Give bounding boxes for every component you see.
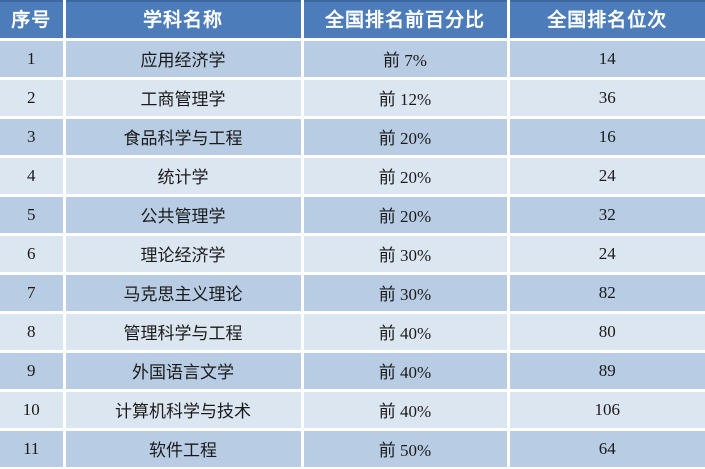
cell-percent: 前 30% — [302, 273, 510, 314]
cell-percent: 前 20% — [302, 195, 510, 236]
cell-subject-name: 软件工程 — [64, 429, 304, 469]
cell-rank: 16 — [508, 117, 705, 158]
cell-subject-name: 外国语言文学 — [64, 351, 304, 392]
cell-percent: 前 40% — [302, 390, 510, 431]
cell-subject-name: 管理科学与工程 — [64, 312, 304, 353]
cell-percent: 前 20% — [302, 117, 510, 158]
cell-percent: 前 40% — [302, 312, 510, 353]
cell-index: 2 — [0, 78, 66, 119]
cell-rank: 80 — [508, 312, 705, 353]
table-row: 9 外国语言文学 前 40% 89 — [0, 351, 705, 392]
cell-subject-name: 理论经济学 — [64, 234, 304, 275]
cell-percent: 前 7% — [302, 39, 510, 80]
cell-subject-name: 应用经济学 — [64, 39, 304, 80]
cell-index: 11 — [0, 429, 66, 469]
cell-subject-name: 马克思主义理论 — [64, 273, 304, 314]
cell-index: 1 — [0, 39, 66, 80]
table-row: 10 计算机科学与技术 前 40% 106 — [0, 390, 705, 431]
cell-rank: 24 — [508, 234, 705, 275]
table-row: 3 食品科学与工程 前 20% 16 — [0, 117, 705, 158]
table-row: 2 工商管理学 前 12% 36 — [0, 78, 705, 119]
cell-subject-name: 食品科学与工程 — [64, 117, 304, 158]
column-header-rank: 全国排名位次 — [508, 0, 705, 41]
cell-rank: 36 — [508, 78, 705, 119]
column-header-name: 学科名称 — [64, 0, 304, 41]
column-header-percent: 全国排名前百分比 — [302, 0, 510, 41]
cell-rank: 82 — [508, 273, 705, 314]
table-row: 4 统计学 前 20% 24 — [0, 156, 705, 197]
cell-subject-name: 统计学 — [64, 156, 304, 197]
cell-percent: 前 20% — [302, 156, 510, 197]
cell-index: 9 — [0, 351, 66, 392]
cell-rank: 24 — [508, 156, 705, 197]
cell-subject-name: 计算机科学与技术 — [64, 390, 304, 431]
table-row: 7 马克思主义理论 前 30% 82 — [0, 273, 705, 314]
cell-rank: 106 — [508, 390, 705, 431]
cell-index: 4 — [0, 156, 66, 197]
cell-rank: 32 — [508, 195, 705, 236]
cell-index: 10 — [0, 390, 66, 431]
cell-index: 8 — [0, 312, 66, 353]
cell-percent: 前 30% — [302, 234, 510, 275]
cell-percent: 前 50% — [302, 429, 510, 469]
cell-subject-name: 工商管理学 — [64, 78, 304, 119]
table-row: 5 公共管理学 前 20% 32 — [0, 195, 705, 236]
cell-rank: 14 — [508, 39, 705, 80]
column-header-index: 序号 — [0, 0, 66, 41]
cell-subject-name: 公共管理学 — [64, 195, 304, 236]
cell-index: 7 — [0, 273, 66, 314]
cell-rank: 89 — [508, 351, 705, 392]
cell-index: 6 — [0, 234, 66, 275]
table-row: 8 管理科学与工程 前 40% 80 — [0, 312, 705, 353]
table-row: 6 理论经济学 前 30% 24 — [0, 234, 705, 275]
cell-rank: 64 — [508, 429, 705, 469]
cell-index: 5 — [0, 195, 66, 236]
cell-percent: 前 40% — [302, 351, 510, 392]
cell-index: 3 — [0, 117, 66, 158]
table-row: 1 应用经济学 前 7% 14 — [0, 39, 705, 80]
cell-percent: 前 12% — [302, 78, 510, 119]
table-header-row: 序号 学科名称 全国排名前百分比 全国排名位次 — [0, 0, 705, 41]
table-row: 11 软件工程 前 50% 64 — [0, 429, 705, 469]
